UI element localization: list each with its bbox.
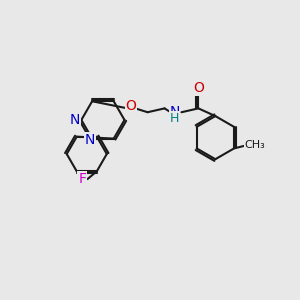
Text: N: N bbox=[70, 113, 80, 127]
Text: CH₃: CH₃ bbox=[244, 140, 265, 150]
Text: N: N bbox=[85, 133, 95, 147]
Text: F: F bbox=[78, 172, 86, 186]
Text: H: H bbox=[170, 112, 179, 125]
Text: N: N bbox=[169, 105, 180, 119]
Text: O: O bbox=[193, 81, 204, 95]
Text: O: O bbox=[125, 99, 136, 113]
